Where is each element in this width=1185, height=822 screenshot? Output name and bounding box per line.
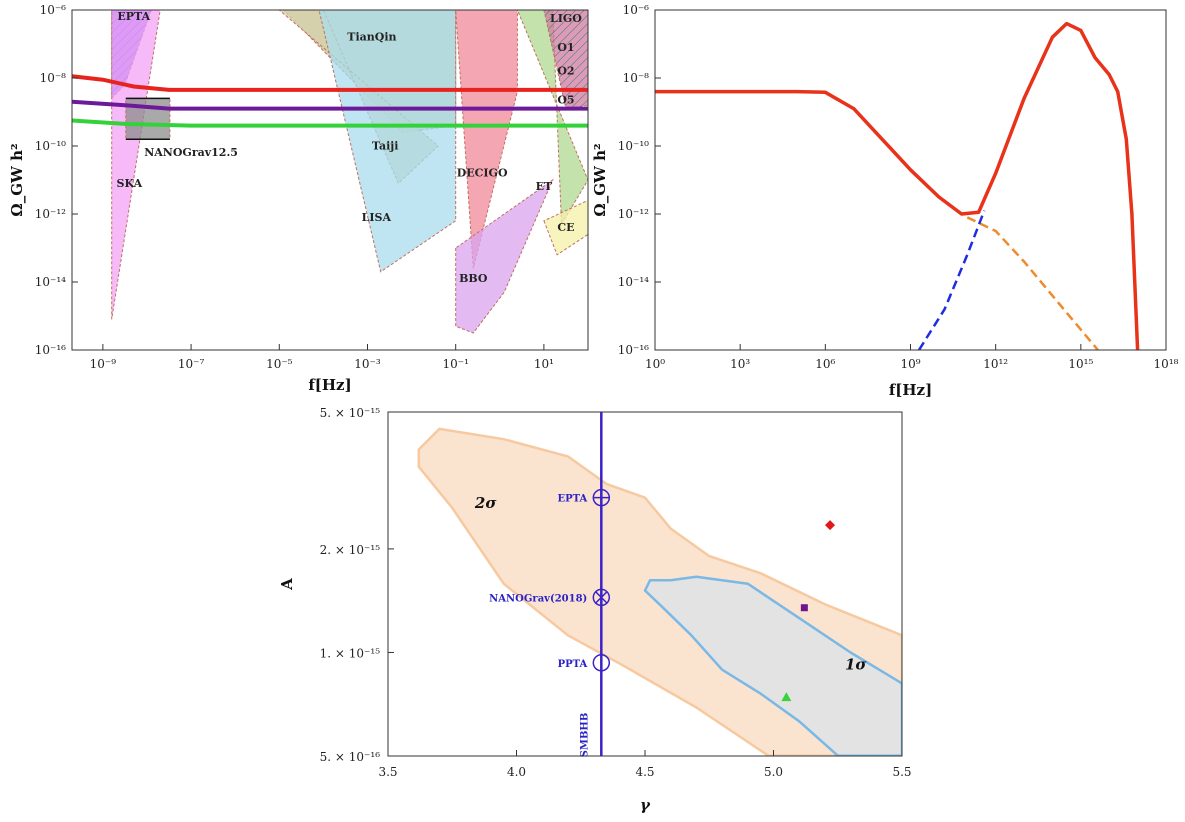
y-tick-label: 10⁻¹⁶ xyxy=(35,343,66,357)
panel-1-sensitivity: EPTA TianQin LIGO O1 O2 O5 NANOGrav12.5 Taiji SK… xyxy=(8,3,589,394)
benchmark-triangle xyxy=(781,692,792,702)
region-bbo xyxy=(455,178,554,334)
region-ska xyxy=(111,10,161,320)
panel-3-plot-area xyxy=(417,412,902,756)
region-decigo xyxy=(455,10,518,269)
sigma-label: 1σ xyxy=(845,656,867,674)
region-label: NANOGrav12.5 xyxy=(144,146,238,159)
y-tick-label: 10⁻⁶ xyxy=(40,3,67,17)
region-label: LIGO xyxy=(550,12,582,25)
x-tick-label: 10⁻³ xyxy=(354,357,381,371)
region-hatch-ligo-o1-o2-o5 xyxy=(543,10,588,109)
pta-ppta-marker xyxy=(592,654,611,672)
region-label: EPTA xyxy=(117,10,150,23)
pta-nanograv-2018--cross-b xyxy=(595,591,608,604)
x-tick-label: 10¹² xyxy=(983,357,1008,371)
x-tick-label: 10¹⁸ xyxy=(1154,357,1179,371)
y-tick-label: 10⁻¹² xyxy=(35,207,66,221)
region-ce xyxy=(543,199,588,256)
y-tick-label: 5. × 10⁻¹⁶ xyxy=(320,750,381,764)
y-tick-label: 10⁻¹⁶ xyxy=(618,343,649,357)
panel-3-posterior: 2σ 1σ SMBHB EPTA NANOGrav(2018) PPTA 3.5 4.0 4.5… xyxy=(278,406,912,814)
x-tick-label: 10⁶ xyxy=(815,357,835,371)
y-tick-label: 1. × 10⁻¹⁵ xyxy=(320,646,381,660)
region-label: TianQin xyxy=(347,31,396,44)
y-tick-label: 5. × 10⁻¹⁵ xyxy=(320,406,381,420)
region-label: Taiji xyxy=(372,139,399,152)
x-axis-label: f[Hz] xyxy=(308,376,351,394)
spectrum-line-3 xyxy=(72,118,588,128)
smbhb-label: SMBHB xyxy=(579,713,590,758)
y-axis-label: Ω_GW h² xyxy=(591,143,609,216)
x-axis-label: f[Hz] xyxy=(889,381,932,399)
x-tick-label: 10⁻¹ xyxy=(442,357,468,371)
x-tick-label: 10⁻⁷ xyxy=(178,357,205,371)
benchmark-square xyxy=(800,604,808,612)
panel-2-spectrum: 10⁰ 10³ 10⁶ 10⁹ 10¹² 10¹⁵ 10¹⁸ 10⁻¹⁶ 10⁻¹⁴ 10⁻¹² 1… xyxy=(591,3,1179,399)
panel-2-plot-area xyxy=(655,21,1140,350)
x-tick-label: 3.5 xyxy=(378,765,397,779)
spectrum-curve-1 xyxy=(655,21,1140,350)
region-label: O5 xyxy=(557,94,574,107)
sigma-label: 2σ xyxy=(474,494,497,512)
y-tick-label: 10⁻¹⁰ xyxy=(618,139,649,153)
y-tick-label: 10⁻¹⁰ xyxy=(35,139,66,153)
x-tick-label: 10⁻⁹ xyxy=(90,357,117,371)
panel-2-frame xyxy=(654,9,1167,351)
x-tick-label: 5.0 xyxy=(764,765,783,779)
region-label: ET xyxy=(536,180,553,193)
y-tick-label: 10⁻⁶ xyxy=(623,3,650,17)
y-tick-label: 2. × 10⁻¹⁵ xyxy=(320,543,381,557)
x-axis-label: γ xyxy=(640,796,651,814)
y-axis-label: A xyxy=(278,578,296,591)
x-tick-label: 5.5 xyxy=(892,765,911,779)
spectrum-line-1 xyxy=(72,74,588,92)
x-tick-label: 10³ xyxy=(730,357,750,371)
panel-1-plot-area xyxy=(72,10,588,334)
pta-nanograv-2018--marker xyxy=(592,588,611,607)
spectrum-curve-3 xyxy=(966,216,1099,350)
pta-epta-label: EPTA xyxy=(558,494,588,505)
region-label: SKA xyxy=(117,177,143,190)
y-axis-label: Ω_GW h² xyxy=(8,143,26,216)
region-label: BBO xyxy=(459,272,488,285)
region-et xyxy=(516,10,588,226)
y-tick-label: 10⁻¹⁴ xyxy=(35,275,66,289)
x-tick-label: 10¹ xyxy=(534,357,554,371)
region-lisa xyxy=(270,10,457,273)
spectrum-line-2 xyxy=(72,99,588,111)
y-tick-label: 10⁻¹² xyxy=(618,207,649,221)
pta-ppta-label: PPTA xyxy=(558,659,588,670)
x-tick-label: 10¹⁵ xyxy=(1068,357,1093,371)
region-label: DECIGO xyxy=(457,167,508,180)
region-label: LISA xyxy=(362,211,392,224)
y-tick-label: 10⁻⁸ xyxy=(40,71,67,85)
x-tick-label: 10⁰ xyxy=(645,357,665,371)
benchmark-diamond xyxy=(825,520,836,531)
y-tick-label: 10⁻⁸ xyxy=(623,71,650,85)
x-tick-label: 10⁹ xyxy=(900,357,920,371)
region-label: O1 xyxy=(557,41,574,54)
x-tick-label: 4.0 xyxy=(507,765,526,779)
y-tick-label: 10⁻¹⁴ xyxy=(618,275,649,289)
region-label: CE xyxy=(557,221,574,234)
spectrum-curve-2 xyxy=(917,210,986,350)
panel-1-frame xyxy=(71,9,589,351)
pta-nanograv-2018--label: NANOGrav(2018) xyxy=(489,593,587,604)
x-tick-label: 10⁻⁵ xyxy=(266,357,293,371)
region-label: O2 xyxy=(557,65,574,78)
x-tick-label: 4.5 xyxy=(635,765,654,779)
